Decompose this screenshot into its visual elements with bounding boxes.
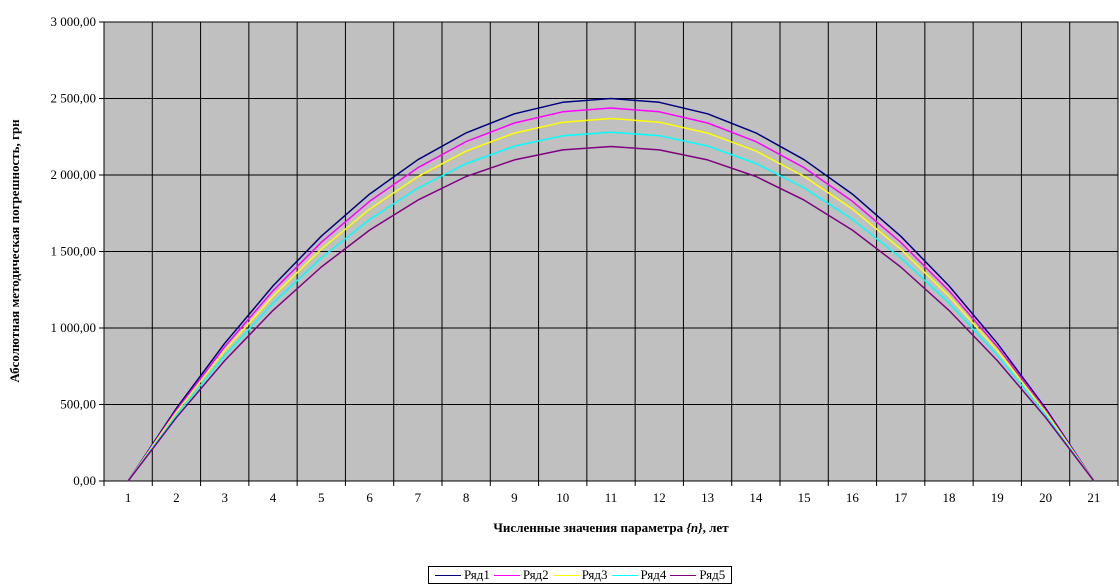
legend-label: Ряд4 [640,567,667,582]
y-tick-labels: 0,00 500,00 1 000,00 1 500,00 2 000,00 2 500,… [51,14,97,488]
series-line-2 [127,107,1095,482]
legend-swatch [493,574,520,576]
x-tick-label: 10 [556,490,569,505]
x-tick-label: 6 [366,490,373,505]
x-tick-label: 15 [798,490,811,505]
legend-label: Ряд2 [522,567,549,582]
legend-swatch [552,574,579,576]
x-tick-label: 12 [653,490,666,505]
x-tick-label: 5 [318,490,325,505]
y-tick-label: 500,00 [60,397,96,412]
legend-label: Ряд1 [464,567,490,582]
x-tick-label: 7 [415,490,422,505]
x-tick-label: 11 [605,490,618,505]
legend-label: Ряд5 [699,567,726,582]
x-tick-labels: 1 2 3 4 5 6 7 8 9 10 11 12 13 14 15 16 17 18 19 20 21 [125,490,1100,505]
x-gridlines [103,22,1119,486]
y-tick-label: 2 000,00 [51,167,97,182]
x-axis-title: Численные значения параметра {n}, лет [493,520,729,535]
x-tick-label: 13 [701,490,714,505]
x-tick-label: 8 [463,490,470,505]
legend-item-3: Ряд3 [552,567,608,583]
y-tick-label: 2 500,00 [51,91,97,106]
x-tick-label: 19 [991,490,1004,505]
x-tick-label: 4 [270,490,277,505]
y-tick-label: 1 000,00 [51,320,97,335]
y-tick-label: 1 500,00 [51,244,97,259]
x-tick-label: 21 [1087,490,1100,505]
legend-item-4: Ряд4 [611,567,667,583]
x-tick-label: 9 [511,490,518,505]
y-tick-label: 0,00 [73,473,96,488]
y-axis-title: Абсолютная методическая погрешность, грн [7,119,22,383]
legend-item-2: Ряд2 [493,567,549,583]
chart: 0,00 500,00 1 000,00 1 500,00 2 000,00 2 500,… [7,14,1119,535]
legend: Ряд1 Ряд2 Ряд3 Ряд4 Ряд5 [428,566,733,584]
x-tick-label: 2 [173,490,180,505]
legend-item-5: Ряд5 [670,567,725,583]
series-line-3 [127,117,1095,482]
series-line-5 [127,145,1095,482]
legend-swatch [670,574,697,576]
x-tick-label: 17 [894,490,908,505]
series-line-4 [127,131,1095,482]
series-line-1 [127,97,1095,482]
legend-swatch [611,574,638,576]
x-tick-label: 16 [846,490,860,505]
legend-label: Ряд3 [581,567,608,582]
legend-swatch [435,574,461,576]
legend-item-1: Ряд1 [435,567,490,583]
x-tick-label: 3 [221,490,228,505]
x-tick-label: 20 [1039,490,1052,505]
series-lines [127,97,1095,482]
x-tick-label: 18 [943,490,956,505]
x-tick-label: 14 [749,490,763,505]
x-tick-label: 1 [125,490,132,505]
y-tick-label: 3 000,00 [51,14,97,29]
